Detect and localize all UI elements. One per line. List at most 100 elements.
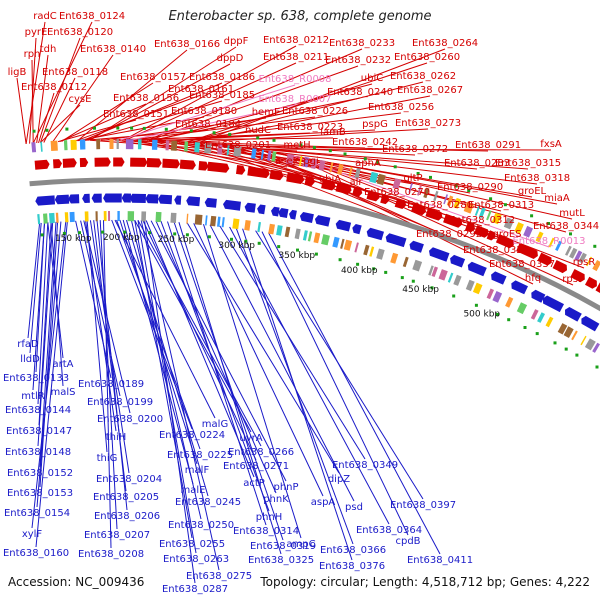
connector-line — [130, 104, 296, 141]
cog-box — [69, 211, 75, 223]
forward-cog-ring — [31, 139, 600, 272]
cog-box — [417, 185, 422, 196]
connector-line — [270, 151, 558, 205]
cog-box — [43, 213, 48, 224]
cog-box — [294, 228, 301, 240]
gene-arrow — [174, 195, 182, 205]
gene-arrow — [286, 172, 305, 184]
gene-label-reverse: Ent638_0263 — [163, 554, 229, 565]
cog-box — [557, 323, 568, 335]
connector-line — [193, 223, 324, 497]
gene-label-forward: groEL — [518, 186, 547, 197]
marker-dot — [62, 231, 66, 235]
gene-label-reverse: Ent638_0349 — [332, 460, 398, 471]
connector-line — [130, 219, 202, 520]
marker-dot — [363, 157, 367, 161]
gene-label-reverse: Ent638_0325 — [248, 555, 314, 566]
cog-box — [244, 220, 251, 231]
cog-box — [284, 226, 291, 238]
cog-box — [302, 230, 308, 241]
connector-line — [37, 222, 49, 405]
cog-box — [210, 215, 217, 227]
gene-label-forward: Ent638_0270 — [364, 187, 430, 198]
marker-dot — [312, 146, 316, 149]
gene-label-reverse: malE — [181, 485, 206, 496]
marker-dot — [496, 313, 499, 316]
inner-marker-ring — [40, 230, 599, 369]
connector-line — [32, 222, 45, 391]
connector-line — [148, 65, 359, 142]
cog-box — [257, 222, 261, 233]
gene-arrow — [54, 194, 70, 205]
marker-dot — [507, 318, 511, 322]
connector-line — [126, 219, 209, 497]
gene-label-reverse: lldD — [20, 354, 40, 365]
connector-line — [229, 226, 390, 525]
connector-line — [144, 220, 196, 584]
gene-label-reverse: Ent638_0245 — [175, 497, 241, 508]
cog-box — [486, 210, 492, 221]
cog-box — [545, 316, 554, 328]
tick-label: 350 kbp — [278, 251, 315, 261]
marker-dot — [429, 175, 432, 179]
marker-dot — [314, 252, 318, 256]
marker-dot — [416, 172, 420, 175]
gene-arrow — [103, 193, 122, 203]
gene-label-forward: rpsF — [562, 274, 584, 285]
marker-dot — [328, 149, 332, 153]
connector-line — [82, 82, 223, 141]
connector-line — [180, 141, 416, 156]
gene-label-forward: Ent638_0140 — [80, 44, 146, 55]
tick-label: 250 kbp — [158, 235, 195, 245]
marker-dot — [212, 131, 216, 135]
gene-label-reverse: Ent638_0160 — [3, 548, 69, 559]
connector-line — [146, 48, 363, 141]
gene-label-forward: Ent638_0156 — [113, 93, 179, 104]
cog-box — [530, 309, 539, 320]
backbone-arc — [29, 177, 600, 312]
gene-arrow — [464, 221, 475, 233]
cog-box — [96, 139, 101, 150]
gene-label-reverse: Ent638_0207 — [84, 530, 150, 541]
connector-line — [27, 222, 41, 339]
cog-box — [574, 250, 583, 262]
cog-box — [37, 214, 41, 225]
gene-label-forward: Ent638_0184 — [175, 119, 241, 130]
gene-arrow — [79, 157, 89, 168]
gene-label-reverse: Ent638_0266 — [228, 447, 294, 458]
marker-dot — [123, 230, 127, 234]
gene-label-forward: Ent638_0233 — [329, 38, 395, 49]
gene-label-reverse: thiG — [97, 453, 118, 464]
cog-box — [50, 140, 58, 151]
marker-dot — [564, 347, 568, 351]
marker-dot — [230, 237, 233, 241]
gene-arrow — [450, 254, 466, 268]
connector-line — [36, 54, 49, 144]
gene-arrow — [223, 199, 241, 211]
gene-label-reverse: Ent638_0205 — [93, 492, 159, 503]
cog-box — [151, 139, 158, 150]
gene-label-forward: Ent638_0267 — [397, 85, 463, 96]
gene-label-reverse: phnK — [263, 494, 289, 505]
cog-box — [260, 149, 265, 160]
cog-box — [318, 159, 326, 171]
connector-line — [277, 152, 573, 220]
cog-box — [463, 201, 474, 214]
gene-label-reverse: Ent638_0200 — [97, 414, 163, 425]
gene-arrow — [595, 282, 600, 293]
connector-line — [111, 219, 193, 430]
gene-label-forward: Ent638_0112 — [21, 82, 87, 93]
gene-label-forward: aphA — [355, 158, 381, 169]
connector-line — [35, 221, 68, 548]
gene-label-forward: Ent638_0161 — [168, 84, 234, 95]
gene-label-forward: Ent638_0186 — [189, 72, 255, 83]
gene-label-reverse: Ent638_0204 — [96, 474, 162, 485]
gene-label-reverse: rfaD — [17, 339, 39, 350]
gene-label-reverse: thiH — [106, 432, 127, 443]
gene-arrow — [366, 190, 380, 202]
gene-arrow — [335, 182, 352, 195]
gene-label-forward: dppD — [217, 53, 244, 64]
connector-line — [291, 155, 550, 248]
gene-label-forward: Ent638_0166 — [154, 39, 220, 50]
marker-dot — [244, 239, 248, 243]
